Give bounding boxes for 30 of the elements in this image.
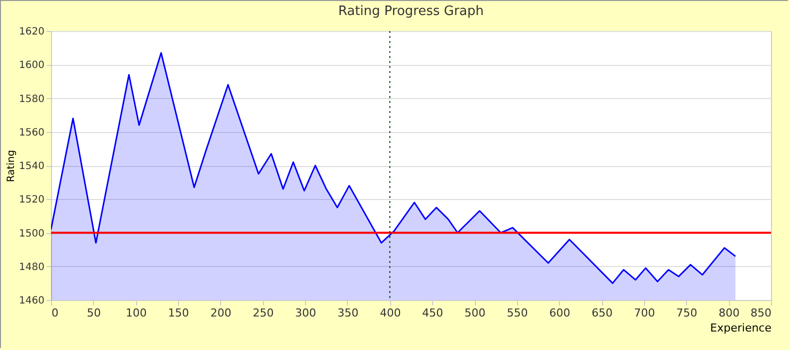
y-tick-label: 1560 <box>19 127 44 138</box>
y-tick-label: 1600 <box>19 60 44 72</box>
x-tick-label: 650 <box>592 306 613 320</box>
x-axis-title: Experience <box>710 322 772 334</box>
x-tick-label: 850 <box>750 306 772 320</box>
x-tick-label: 550 <box>506 306 528 320</box>
y-tick-label: 1520 <box>19 194 44 206</box>
y-tick-label: 1620 <box>19 26 44 38</box>
x-tick-label: 600 <box>549 306 570 320</box>
y-tick-label: 1480 <box>19 262 44 273</box>
x-tick-label: 450 <box>422 306 444 320</box>
x-tick-label: 0 <box>52 306 58 320</box>
chart-title: Rating Progress Graph <box>338 4 484 19</box>
x-tick-label: 350 <box>337 306 358 320</box>
x-tick-label: 400 <box>380 306 401 320</box>
x-tick-label: 200 <box>210 306 232 320</box>
x-tick-label: 300 <box>295 306 316 320</box>
x-tick-label: 500 <box>464 306 486 320</box>
y-tick-label: 1460 <box>19 296 44 306</box>
x-tick-label: 750 <box>676 306 698 320</box>
y-tick-label: 1540 <box>19 161 44 172</box>
x-tick-label: 50 <box>86 306 101 320</box>
y-axis-title: Rating <box>6 150 18 182</box>
x-tick-label: 700 <box>634 306 655 320</box>
x-tick-label: 150 <box>168 306 190 320</box>
x-tick-label: 800 <box>718 306 740 320</box>
x-tick-label: 100 <box>126 306 147 320</box>
x-tick-label: 250 <box>252 306 274 320</box>
y-tick-label: 1500 <box>19 228 44 240</box>
y-tick-label: 1580 <box>19 94 44 105</box>
